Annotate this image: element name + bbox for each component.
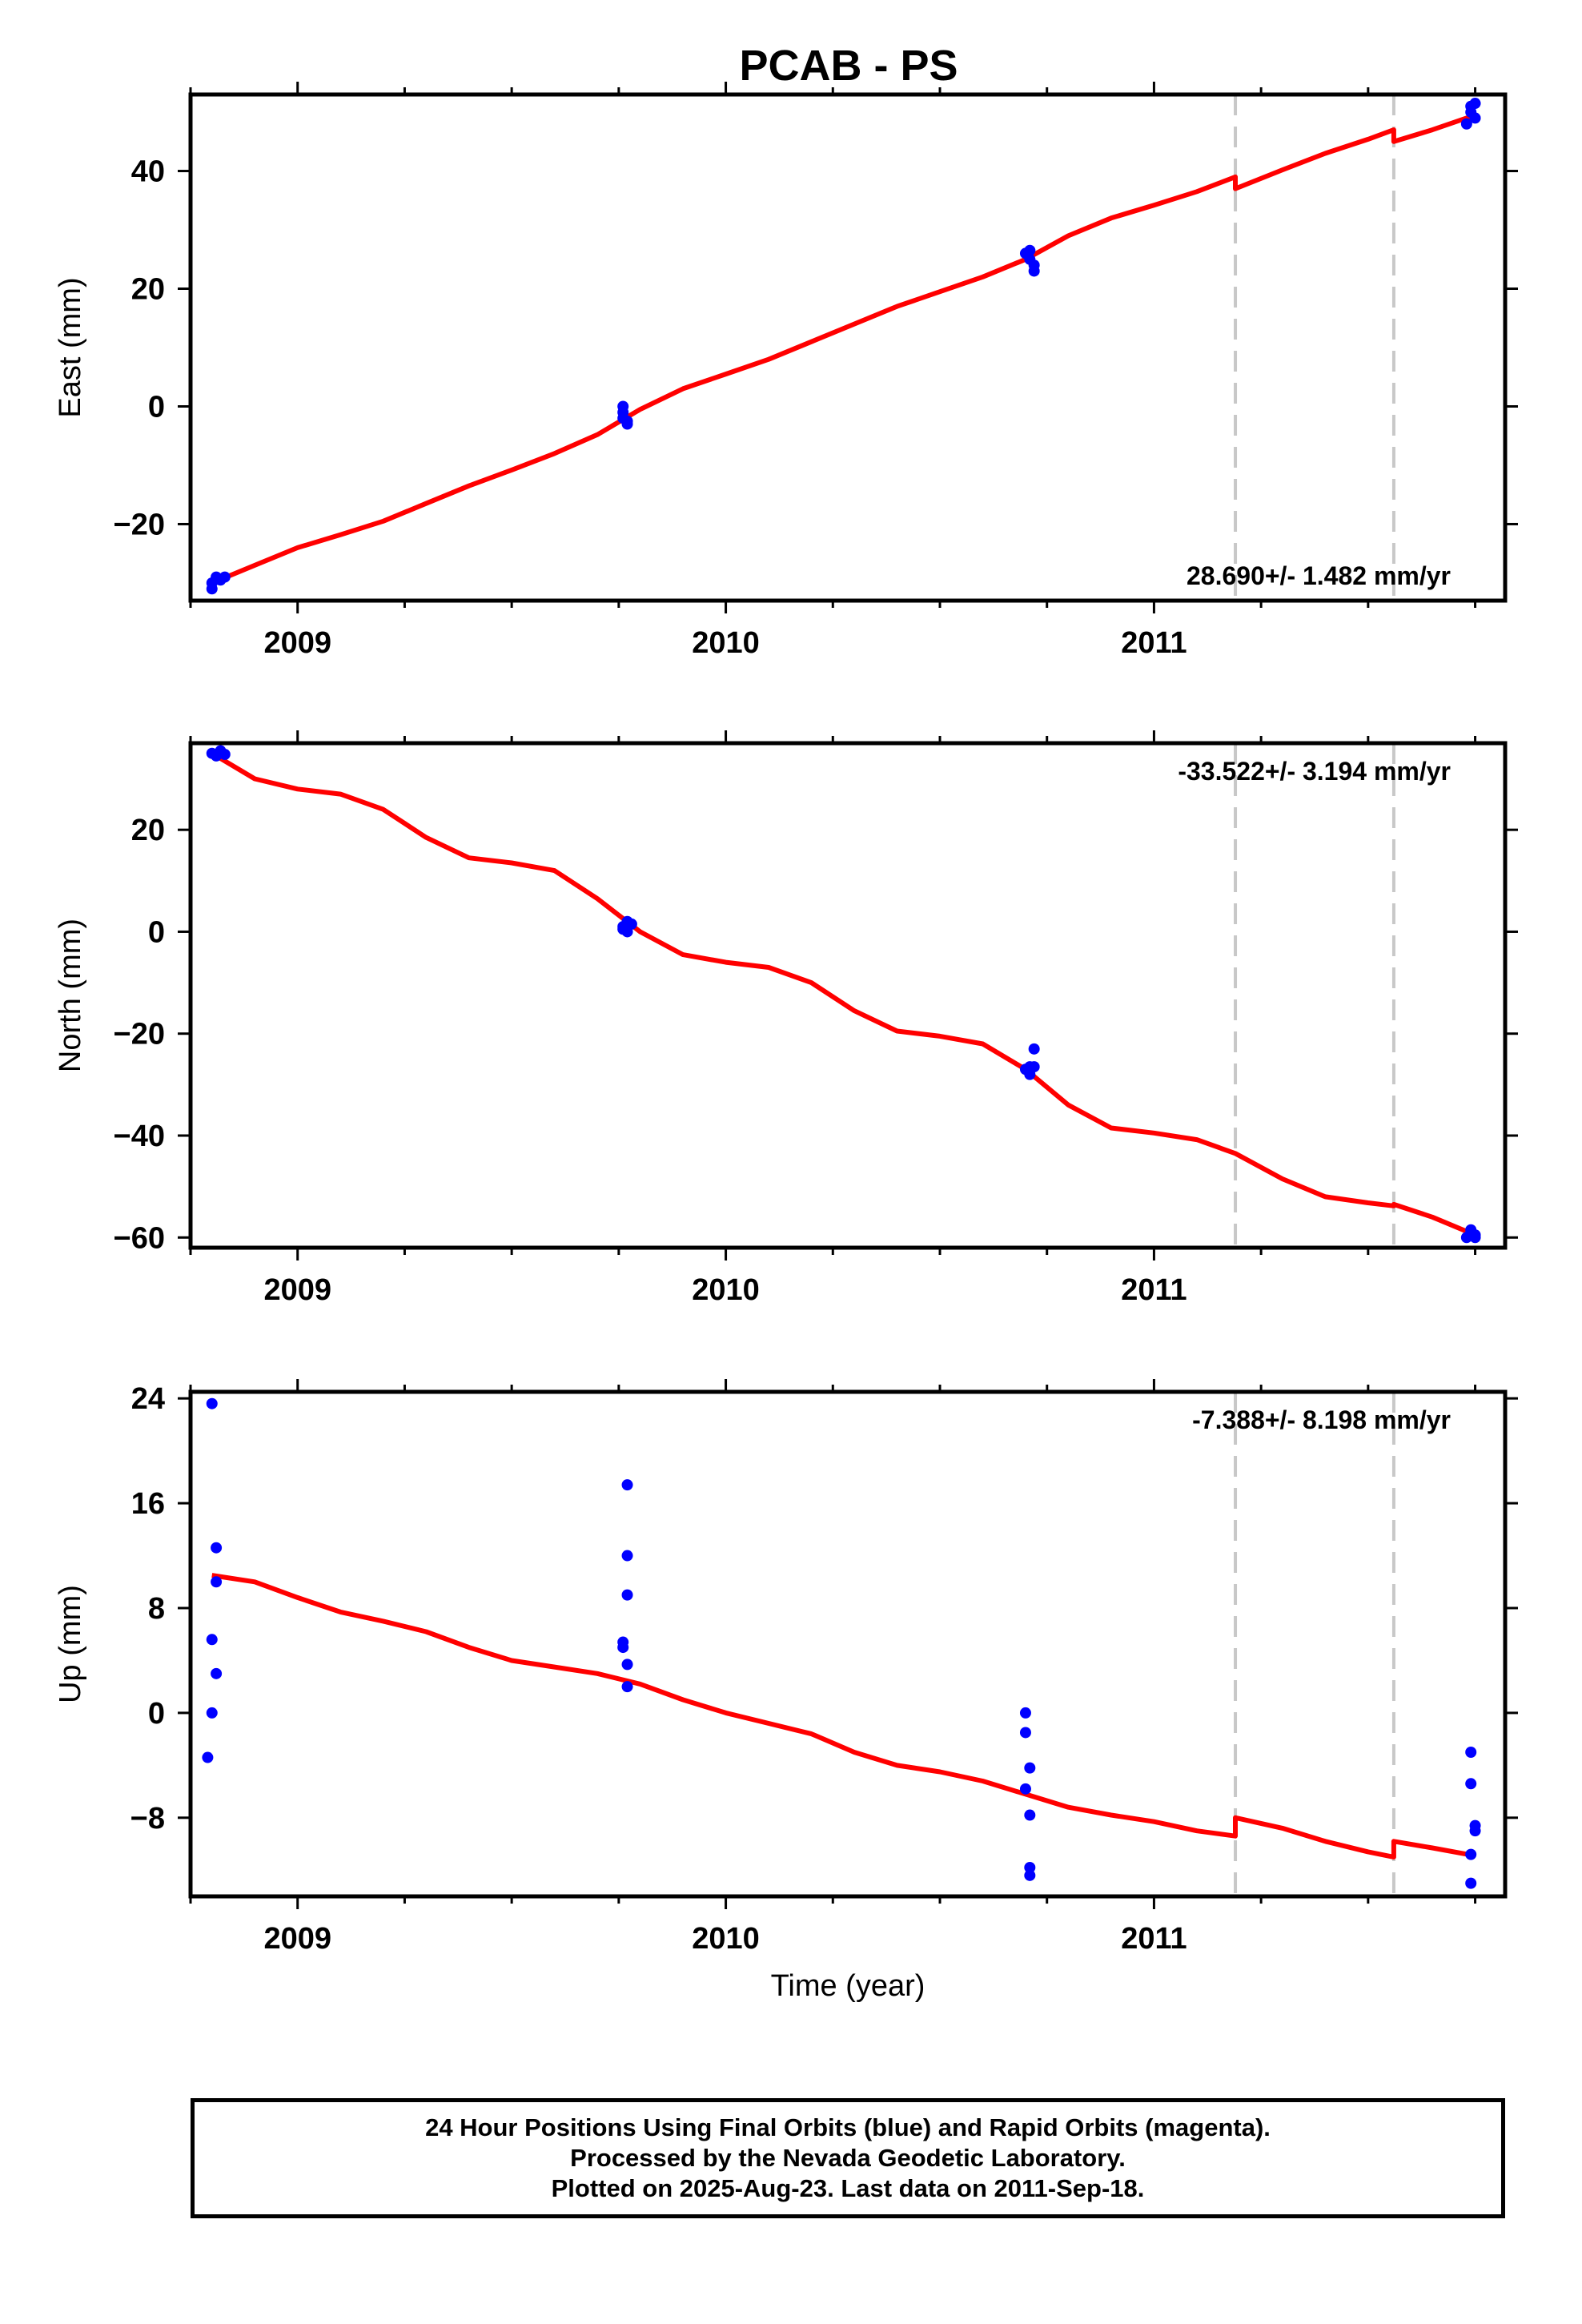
- x-tick-label: 2011: [1121, 1273, 1186, 1307]
- x-axis-title: Time (year): [771, 1969, 926, 2003]
- observation-point: [621, 1589, 633, 1601]
- observation-point: [211, 1576, 223, 1588]
- plot-panels: 2009 2010 2011 −20 0 20 40 East (mm) 28.690+/- 1…: [54, 82, 1518, 1956]
- chart-title: PCAB - PS: [739, 42, 958, 90]
- observation-point: [211, 1542, 223, 1554]
- plot-frame-east: [188, 92, 1508, 603]
- panel-up: 2009 2010 2011 −8 0 8 16 24 Up (mm) -7.388+/- 8.1…: [54, 1379, 1518, 1956]
- observation-point: [1469, 98, 1481, 110]
- observation-point: [1024, 1869, 1036, 1881]
- x-tick-label: 2009: [263, 626, 331, 660]
- x-tick-label: 2011: [1121, 626, 1186, 660]
- observation-point: [621, 1659, 633, 1671]
- observation-point: [1465, 1877, 1477, 1889]
- observation-point: [1465, 1848, 1477, 1860]
- observation-point: [1469, 112, 1481, 124]
- y-tick-label: −40: [114, 1120, 165, 1153]
- model-line-east: [211, 112, 1476, 585]
- y-tick-label: 40: [131, 155, 165, 189]
- observations-east: [206, 98, 1481, 595]
- observation-point: [621, 1681, 633, 1693]
- plot-frame-north: [188, 741, 1508, 1250]
- observation-point: [617, 1642, 629, 1654]
- observation-point: [1024, 1809, 1036, 1821]
- y-tick-label: −60: [114, 1221, 165, 1255]
- model-line-up: [211, 1573, 1476, 1860]
- plot-frame-up: [188, 1389, 1508, 1899]
- y-tick-label: 8: [148, 1592, 165, 1626]
- model-line-north: [211, 751, 1476, 1237]
- y-tick-label: −20: [114, 508, 165, 541]
- observation-point: [1460, 118, 1472, 130]
- caption-line-1: 24 Hour Positions Using Final Orbits (bl…: [425, 2113, 1271, 2141]
- y-axis-title: Up (mm): [54, 1585, 87, 1703]
- y-tick-label: 24: [131, 1382, 165, 1416]
- observation-point: [1465, 1778, 1477, 1790]
- rate-label: 28.690+/- 1.482 mm/yr: [1186, 561, 1451, 590]
- observation-point: [206, 1397, 218, 1409]
- observation-point: [621, 1550, 633, 1562]
- observation-point: [621, 1479, 633, 1491]
- caption-line-2: Processed by the Nevada Geodetic Laborat…: [570, 2144, 1126, 2172]
- x-tick-label: 2011: [1121, 1922, 1186, 1956]
- x-tick-label: 2010: [692, 1273, 760, 1307]
- x-tick-label: 2009: [263, 1273, 331, 1307]
- observation-point: [1019, 1727, 1031, 1739]
- x-tick-label: 2009: [263, 1922, 331, 1956]
- y-tick-label: −20: [114, 1018, 165, 1051]
- y-axis-title: East (mm): [54, 277, 87, 417]
- observation-point: [219, 749, 231, 760]
- observation-point: [1028, 265, 1040, 277]
- y-axis-title: North (mm): [54, 919, 87, 1072]
- x-tick-label: 2010: [692, 626, 760, 660]
- observation-point: [1019, 1707, 1031, 1719]
- observation-point: [1019, 1783, 1031, 1795]
- observation-point: [206, 1707, 218, 1719]
- observation-point: [1024, 1862, 1036, 1873]
- observation-point: [1469, 1825, 1481, 1837]
- y-tick-label: 0: [148, 390, 165, 424]
- observation-point: [1024, 244, 1036, 256]
- observation-point: [1028, 1061, 1040, 1073]
- observation-point: [219, 571, 231, 583]
- observation-point: [206, 1634, 218, 1646]
- y-tick-label: 20: [131, 814, 165, 847]
- panel-north: 2009 2010 2011 −60 −40 −20 0 20 North (mm) -33.52…: [54, 730, 1518, 1307]
- caption-box: 24 Hour Positions Using Final Orbits (bl…: [191, 2098, 1505, 2218]
- observations-north: [206, 745, 1481, 1244]
- observation-point: [1469, 1229, 1481, 1241]
- observations-up: [202, 1397, 1481, 1889]
- observation-point: [1028, 1043, 1040, 1055]
- y-tick-label: 16: [131, 1487, 165, 1521]
- observation-point: [202, 1751, 214, 1763]
- x-tick-label: 2010: [692, 1922, 760, 1956]
- caption-line-3: Plotted on 2025-Aug-23. Last data on 201…: [551, 2174, 1145, 2202]
- y-tick-label: 0: [148, 1697, 165, 1731]
- observation-point: [1465, 1747, 1477, 1758]
- observation-point: [211, 1667, 223, 1679]
- panel-east: 2009 2010 2011 −20 0 20 40 East (mm) 28.690+/- 1…: [54, 82, 1518, 660]
- rate-label: -33.522+/- 3.194 mm/yr: [1178, 757, 1451, 786]
- observation-point: [621, 418, 633, 430]
- y-tick-label: −8: [130, 1802, 165, 1835]
- rate-label: -7.388+/- 8.198 mm/yr: [1192, 1405, 1451, 1434]
- observation-point: [625, 918, 637, 930]
- observation-point: [1024, 1762, 1036, 1774]
- y-tick-label: 0: [148, 915, 165, 949]
- y-tick-label: 20: [131, 273, 165, 307]
